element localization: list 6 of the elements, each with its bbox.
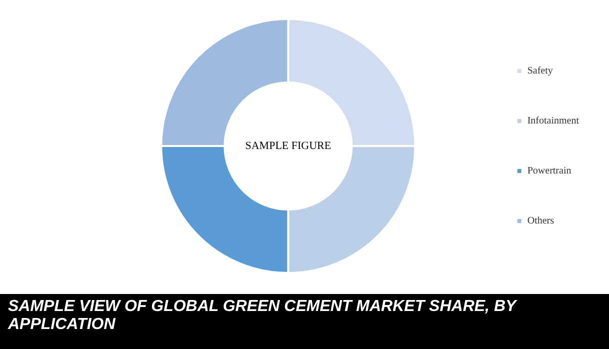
legend-label: Infotainment [527, 116, 580, 127]
text: SAMPLE FIGURE [245, 140, 332, 152]
legend-label: Others [527, 216, 554, 227]
text: SAMPLE VIEW OF GLOBAL GREEN CEMENT MARKET SHARE, BY APPLICATION [0, 294, 609, 349]
legend-label: Safety [527, 66, 553, 77]
legend-label: Powertrain [527, 166, 572, 177]
